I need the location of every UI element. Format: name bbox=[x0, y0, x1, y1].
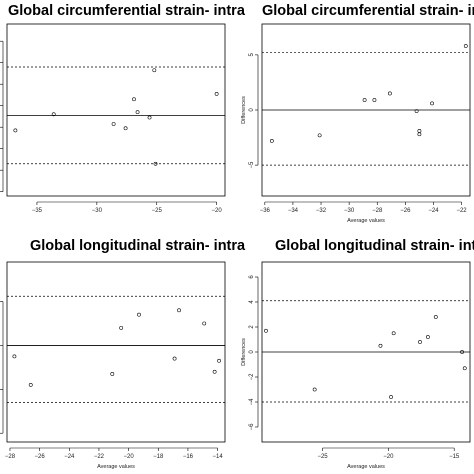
chart-title: Global longitudinal strain- inter bbox=[275, 238, 474, 254]
x-tick-label: −22 bbox=[456, 208, 467, 214]
data-point bbox=[317, 133, 322, 138]
chart-title: Global circumferential strain- intra bbox=[8, 3, 246, 19]
y-tick-label: −2 bbox=[249, 373, 255, 381]
x-axis-label: Average values bbox=[347, 464, 385, 470]
x-tick-label: −25 bbox=[152, 208, 163, 214]
x-tick-label: −14 bbox=[212, 454, 223, 460]
data-point bbox=[418, 340, 422, 344]
x-tick-label: −36 bbox=[260, 208, 271, 214]
y-axis-label: Differences bbox=[241, 96, 247, 124]
chart-title: Global circumferential strain- inte bbox=[262, 3, 474, 19]
data-point bbox=[202, 321, 207, 326]
data-point bbox=[123, 126, 128, 131]
y-tick-label: −4 bbox=[249, 398, 255, 406]
y-tick-label: 2 bbox=[249, 325, 255, 329]
data-point bbox=[312, 387, 317, 392]
data-point bbox=[212, 369, 217, 374]
data-point bbox=[177, 308, 181, 313]
data-point bbox=[172, 356, 177, 361]
x-tick-label: −20 bbox=[124, 454, 135, 460]
data-point bbox=[217, 358, 221, 363]
data-point bbox=[391, 331, 396, 336]
x-tick-label: −18 bbox=[153, 454, 164, 460]
data-point bbox=[387, 91, 392, 96]
y-tick-label: −6 bbox=[249, 423, 255, 431]
x-tick-label: −32 bbox=[316, 208, 327, 214]
y-tick-label: 0 bbox=[249, 108, 255, 112]
data-point bbox=[430, 101, 434, 106]
x-tick-label: −25 bbox=[317, 454, 328, 460]
plot-frame bbox=[6, 23, 226, 197]
y-tick-label: 4 bbox=[249, 300, 255, 304]
y-tick-label: 0 bbox=[249, 350, 255, 354]
data-point bbox=[417, 129, 422, 133]
chart-panel-2: Global circumferential strain- inte −36 −3… bbox=[241, 3, 474, 224]
x-tick-label: −15 bbox=[449, 454, 460, 460]
data-point bbox=[119, 325, 124, 330]
data-point bbox=[425, 335, 430, 339]
x-tick-label: −35 bbox=[32, 208, 43, 214]
data-point bbox=[433, 315, 438, 319]
data-point bbox=[462, 366, 467, 371]
x-tick-label: −16 bbox=[183, 454, 194, 460]
data-point bbox=[417, 132, 422, 137]
x-tick-label: −20 bbox=[212, 208, 223, 214]
data-point bbox=[135, 110, 140, 115]
chart-panel-4: Global longitudinal strain- inter−25 −20−… bbox=[241, 238, 474, 470]
data-point bbox=[414, 109, 419, 114]
x-tick-label: −28 bbox=[5, 454, 16, 460]
x-tick-label: −26 bbox=[35, 454, 46, 460]
data-point bbox=[51, 112, 56, 117]
data-point bbox=[362, 98, 367, 102]
data-point bbox=[389, 395, 393, 399]
data-point bbox=[460, 350, 465, 354]
data-point bbox=[269, 138, 274, 143]
y-tick-label: 6 bbox=[249, 275, 255, 279]
x-axis-label: Average values bbox=[97, 464, 135, 470]
data-point bbox=[214, 91, 219, 96]
data-point bbox=[147, 115, 152, 120]
data-point bbox=[13, 128, 18, 133]
x-tick-label: −26 bbox=[400, 208, 411, 214]
y-tick-label: 5 bbox=[249, 53, 255, 57]
data-point bbox=[152, 68, 157, 73]
x-tick-label: −28 bbox=[372, 208, 383, 214]
data-point bbox=[137, 312, 141, 317]
x-tick-label: −30 bbox=[92, 208, 103, 214]
data-point bbox=[28, 383, 33, 387]
data-point bbox=[12, 354, 17, 359]
data-point bbox=[110, 372, 115, 376]
x-tick-label: −24 bbox=[64, 454, 75, 460]
chart-panel-1: Global circumferential strain- intra −35 −… bbox=[0, 3, 246, 214]
x-tick-label: −22 bbox=[94, 454, 105, 460]
x-axis-label: Average values bbox=[347, 218, 385, 224]
chart-panel-3: Global longitudinal strain- intra −28 −26 −… bbox=[0, 238, 246, 470]
data-point bbox=[378, 343, 383, 348]
data-point bbox=[132, 97, 136, 102]
x-tick-label: −30 bbox=[344, 208, 355, 214]
y-axis-label: Differences bbox=[241, 338, 247, 366]
y-tick-label: −5 bbox=[249, 161, 255, 169]
plot-frame bbox=[6, 261, 226, 443]
chart-title: Global longitudinal strain- intra bbox=[30, 238, 246, 254]
data-point bbox=[372, 98, 377, 102]
data-point bbox=[111, 122, 116, 126]
x-tick-label: −24 bbox=[428, 208, 439, 214]
data-point bbox=[463, 44, 468, 48]
data-point bbox=[153, 161, 158, 166]
x-tick-label: −20 bbox=[383, 454, 394, 460]
data-point bbox=[264, 328, 268, 333]
x-tick-label: −34 bbox=[288, 208, 299, 214]
